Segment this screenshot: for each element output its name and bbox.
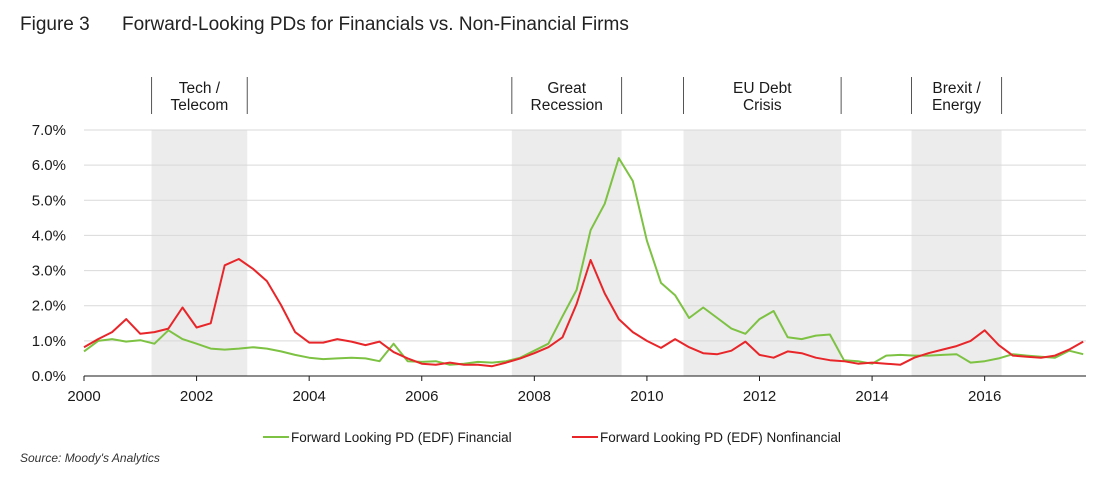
y-tick-label-1: 1.0%: [32, 333, 66, 350]
period-label-2-1: Crisis: [743, 97, 782, 114]
x-tick-label-8: 2016: [968, 388, 1001, 405]
figure-title: Forward-Looking PDs for Financials vs. N…: [122, 14, 629, 35]
x-tick-label-1: 2002: [180, 388, 213, 405]
series-lines: [83, 157, 1084, 368]
legend: Forward Looking PD (EDF) Financial Forwar…: [263, 430, 841, 445]
period-label-0-0: Tech /: [179, 80, 221, 97]
period-label-3-1: Energy: [932, 97, 981, 114]
axes: 0.0% 1.0% 2.0% 3.0% 4.0% 5.0% 6.0% 7.0% 2000 2002…: [32, 122, 1086, 405]
period-label-1-0: Great: [547, 80, 586, 97]
legend-label-1: Forward Looking PD (EDF) Nonfinancial: [600, 430, 841, 445]
shaded-period-2: [683, 130, 842, 376]
shaded-period-3: [911, 130, 1002, 376]
period-label-1-1: Recession: [531, 97, 603, 114]
x-tick-label-3: 2006: [405, 388, 438, 405]
x-tick-label-7: 2014: [855, 388, 888, 405]
y-tick-label-0: 0.0%: [32, 368, 66, 385]
y-tick-label-2: 2.0%: [32, 298, 66, 315]
shaded-period-0: [151, 130, 248, 376]
x-tick-label-5: 2010: [630, 388, 663, 405]
period-label-2-0: EU Debt: [733, 80, 792, 97]
y-tick-label-3: 3.0%: [32, 263, 66, 280]
series-line-1: [83, 258, 1084, 368]
gridlines: [84, 129, 1086, 342]
series-line-0: [83, 157, 1084, 366]
shaded-period-1: [511, 130, 622, 376]
y-tick-label-7: 7.0%: [32, 122, 66, 139]
y-tick-label-6: 6.0%: [32, 157, 66, 174]
y-tick-label-4: 4.0%: [32, 227, 66, 244]
figure-header: Figure 3 Forward-Looking PDs for Financia…: [20, 14, 629, 36]
x-tick-label-2: 2004: [292, 388, 325, 405]
legend-label-0: Forward Looking PD (EDF) Financial: [291, 430, 512, 445]
x-tick-label-4: 2008: [518, 388, 551, 405]
x-tick-label-0: 2000: [67, 388, 100, 405]
source-note: Source: Moody's Analytics: [20, 451, 160, 465]
y-tick-label-5: 5.0%: [32, 192, 66, 209]
x-tick-label-6: 2012: [743, 388, 776, 405]
figure-number: Figure 3: [20, 14, 90, 35]
period-label-0-1: Telecom: [171, 97, 229, 114]
period-label-3-0: Brexit /: [932, 80, 981, 97]
